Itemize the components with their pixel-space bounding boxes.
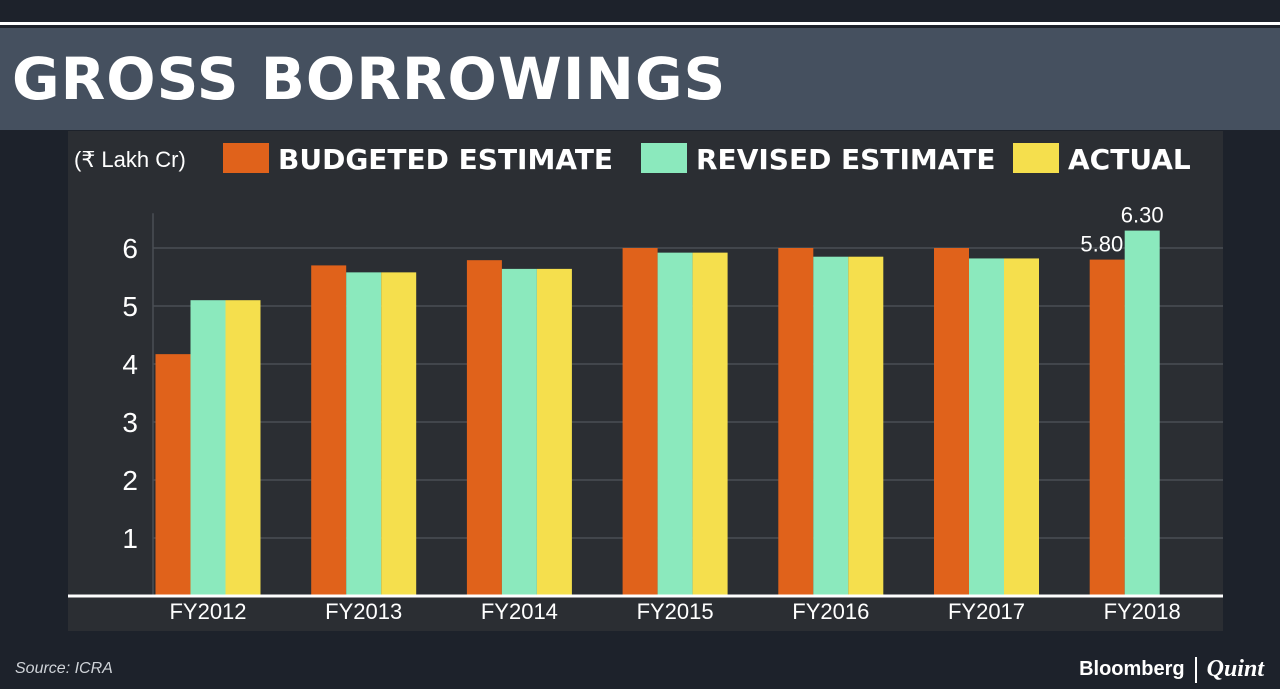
unit-label: (₹ Lakh Cr) (74, 147, 186, 172)
legend-label-budgeted: BUDGETED ESTIMATE (278, 143, 613, 176)
y-tick-label: 6 (122, 233, 138, 264)
data-label: 6.30 (1121, 203, 1164, 228)
bar-revised (190, 300, 226, 596)
bar-revised (969, 258, 1004, 596)
bar-budgeted (778, 248, 814, 596)
bar-budgeted (934, 248, 969, 596)
x-tick-label: FY2017 (948, 599, 1025, 624)
x-tick-label: FY2015 (637, 599, 714, 624)
x-tick-label: FY2018 (1104, 599, 1181, 624)
legend-label-revised: REVISED ESTIMATE (696, 143, 995, 176)
legend: (₹ Lakh Cr) BUDGETED ESTIMATE REVISED ESTI… (74, 143, 1191, 176)
bar-revised (346, 272, 382, 596)
data-labels: 5.80 6.30 (1080, 203, 1163, 257)
page-title: GROSS BORROWINGS (12, 45, 727, 113)
y-tick-label: 5 (122, 291, 138, 322)
legend-swatch-revised (641, 143, 687, 173)
bar-budgeted (466, 260, 502, 596)
bar-revised (501, 268, 537, 596)
bar-actual (225, 300, 261, 596)
brand-bloomberg: Bloomberg (1079, 658, 1185, 680)
bar-actual (848, 256, 884, 596)
legend-swatch-actual (1013, 143, 1059, 173)
x-axis: FY2012 FY2013 FY2014 FY2015 FY2016 FY2017 FY20… (68, 594, 1223, 624)
brand-divider (1194, 656, 1197, 683)
legend-swatch-budgeted (223, 143, 269, 173)
bar-budgeted (311, 265, 347, 596)
data-label: 5.80 (1080, 232, 1123, 257)
bar-revised (657, 252, 693, 596)
bar-revised (1124, 230, 1160, 596)
x-tick-label: FY2014 (481, 599, 558, 624)
bar-actual (692, 252, 728, 596)
title-band (0, 28, 1280, 130)
y-tick-label: 3 (122, 407, 138, 438)
bar-actual (1004, 258, 1039, 596)
top-rule (0, 22, 1280, 25)
bar-actual (381, 272, 417, 596)
bar-actual (536, 268, 572, 596)
bar-budgeted (155, 354, 191, 596)
x-tick-label: FY2013 (325, 599, 402, 624)
legend-label-actual: ACTUAL (1068, 143, 1191, 176)
y-tick-label: 4 (122, 349, 138, 380)
bars (155, 230, 1160, 596)
y-tick-label: 2 (122, 465, 138, 496)
bar-budgeted (1089, 259, 1125, 596)
bar-budgeted (622, 248, 658, 596)
x-tick-label: FY2016 (792, 599, 869, 624)
brand-quint: Quint (1206, 656, 1264, 682)
y-axis: 1 2 3 4 5 6 (122, 213, 154, 596)
x-tick-label: FY2012 (169, 599, 246, 624)
y-tick-label: 1 (122, 523, 138, 554)
bar-revised (813, 256, 849, 596)
source-note: Source: ICRA (15, 660, 113, 677)
brand-logo: Bloomberg Quint (1079, 656, 1264, 683)
